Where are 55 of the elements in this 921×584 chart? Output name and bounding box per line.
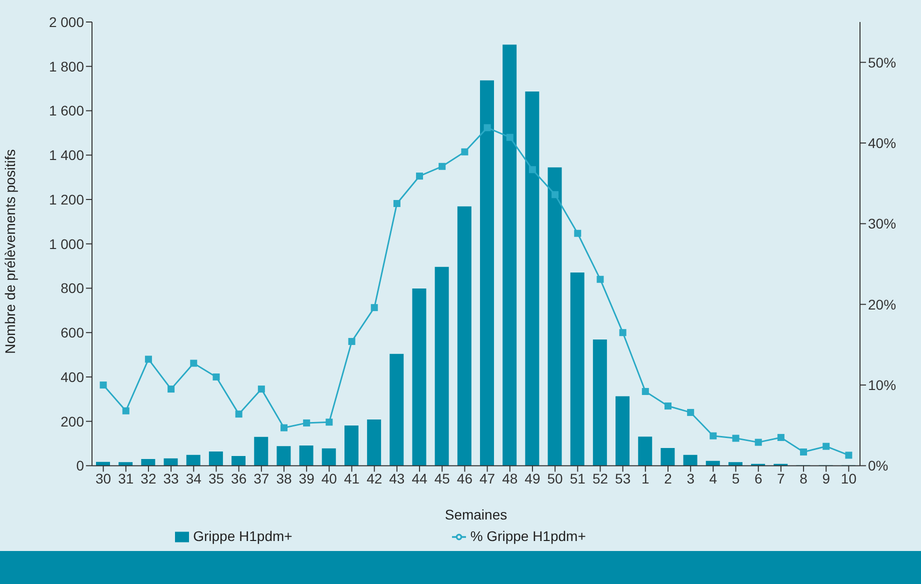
x-tick-label: 48	[502, 470, 518, 487]
x-tick-label: 2	[664, 470, 672, 487]
y-axis-title: Nombre de prélèvements positifs	[2, 149, 18, 354]
x-tick-label: 39	[298, 470, 315, 487]
x-tick-label: 46	[456, 470, 473, 487]
x-tick-label: 52	[592, 470, 608, 487]
x-tick-label: 33	[163, 470, 180, 487]
x-tick-label: 6	[754, 470, 762, 487]
y-tick-label: 1 800	[48, 58, 84, 74]
x-tick-label: 50	[547, 470, 564, 487]
x-tick-label: 10	[840, 470, 857, 487]
x-tick-label: 36	[231, 470, 247, 487]
x-tick-label: 1	[642, 470, 650, 487]
x-axis-title: Semaines	[444, 506, 508, 523]
y-tick-label: 1 000	[48, 236, 84, 252]
x-tick-label: 38	[276, 470, 292, 487]
y2-tick-label: 0%	[868, 458, 888, 474]
y-tick-label: 1 200	[48, 191, 84, 208]
x-tick-label: 42	[366, 470, 382, 487]
x-tick-label: 5	[732, 470, 740, 487]
y-tick-label: 1 400	[48, 147, 84, 164]
y2-tick-label: 50%	[868, 54, 896, 70]
x-tick-label: 31	[118, 470, 134, 487]
x-tick-label: 34	[186, 470, 202, 487]
x-tick-label: 30	[96, 470, 112, 487]
x-tick-label: 53	[615, 470, 631, 487]
x-tick-label: 45	[434, 470, 450, 487]
y-tick-label: 200	[60, 413, 84, 430]
y-tick-label: 2 000	[48, 14, 84, 30]
y2-tick-label: 10%	[868, 377, 896, 393]
y2-tick-label: 30%	[868, 216, 896, 232]
x-tick-label: 51	[570, 470, 586, 487]
y-tick-label: 0	[76, 458, 84, 474]
legend-label: % Grippe H1pdm+	[470, 528, 586, 544]
x-tick-label: 40	[321, 470, 338, 487]
x-tick-label: 44	[412, 470, 428, 487]
y-tick-label: 800	[60, 280, 84, 296]
x-tick-label: 9	[822, 470, 830, 487]
x-tick-label: 41	[344, 470, 360, 487]
x-tick-label: 32	[140, 470, 156, 487]
y-tick-label: 400	[60, 368, 84, 385]
x-tick-label: 7	[777, 470, 786, 487]
x-tick-label: 43	[389, 470, 405, 487]
legend-label: Grippe H1pdm+	[193, 528, 292, 544]
x-tick-label: 37	[254, 470, 270, 487]
y2-tick-label: 20%	[868, 296, 896, 312]
x-tick-label: 49	[524, 470, 540, 487]
x-tick-label: 8	[800, 470, 808, 487]
x-tick-label: 4	[709, 470, 718, 487]
x-tick-label: 35	[208, 470, 224, 487]
y2-tick-label: 40%	[868, 134, 896, 151]
x-tick-label: 47	[480, 470, 496, 487]
y-tick-label: 600	[60, 324, 84, 341]
y-tick-label: 1 600	[48, 102, 84, 119]
x-tick-label: 3	[686, 470, 695, 487]
